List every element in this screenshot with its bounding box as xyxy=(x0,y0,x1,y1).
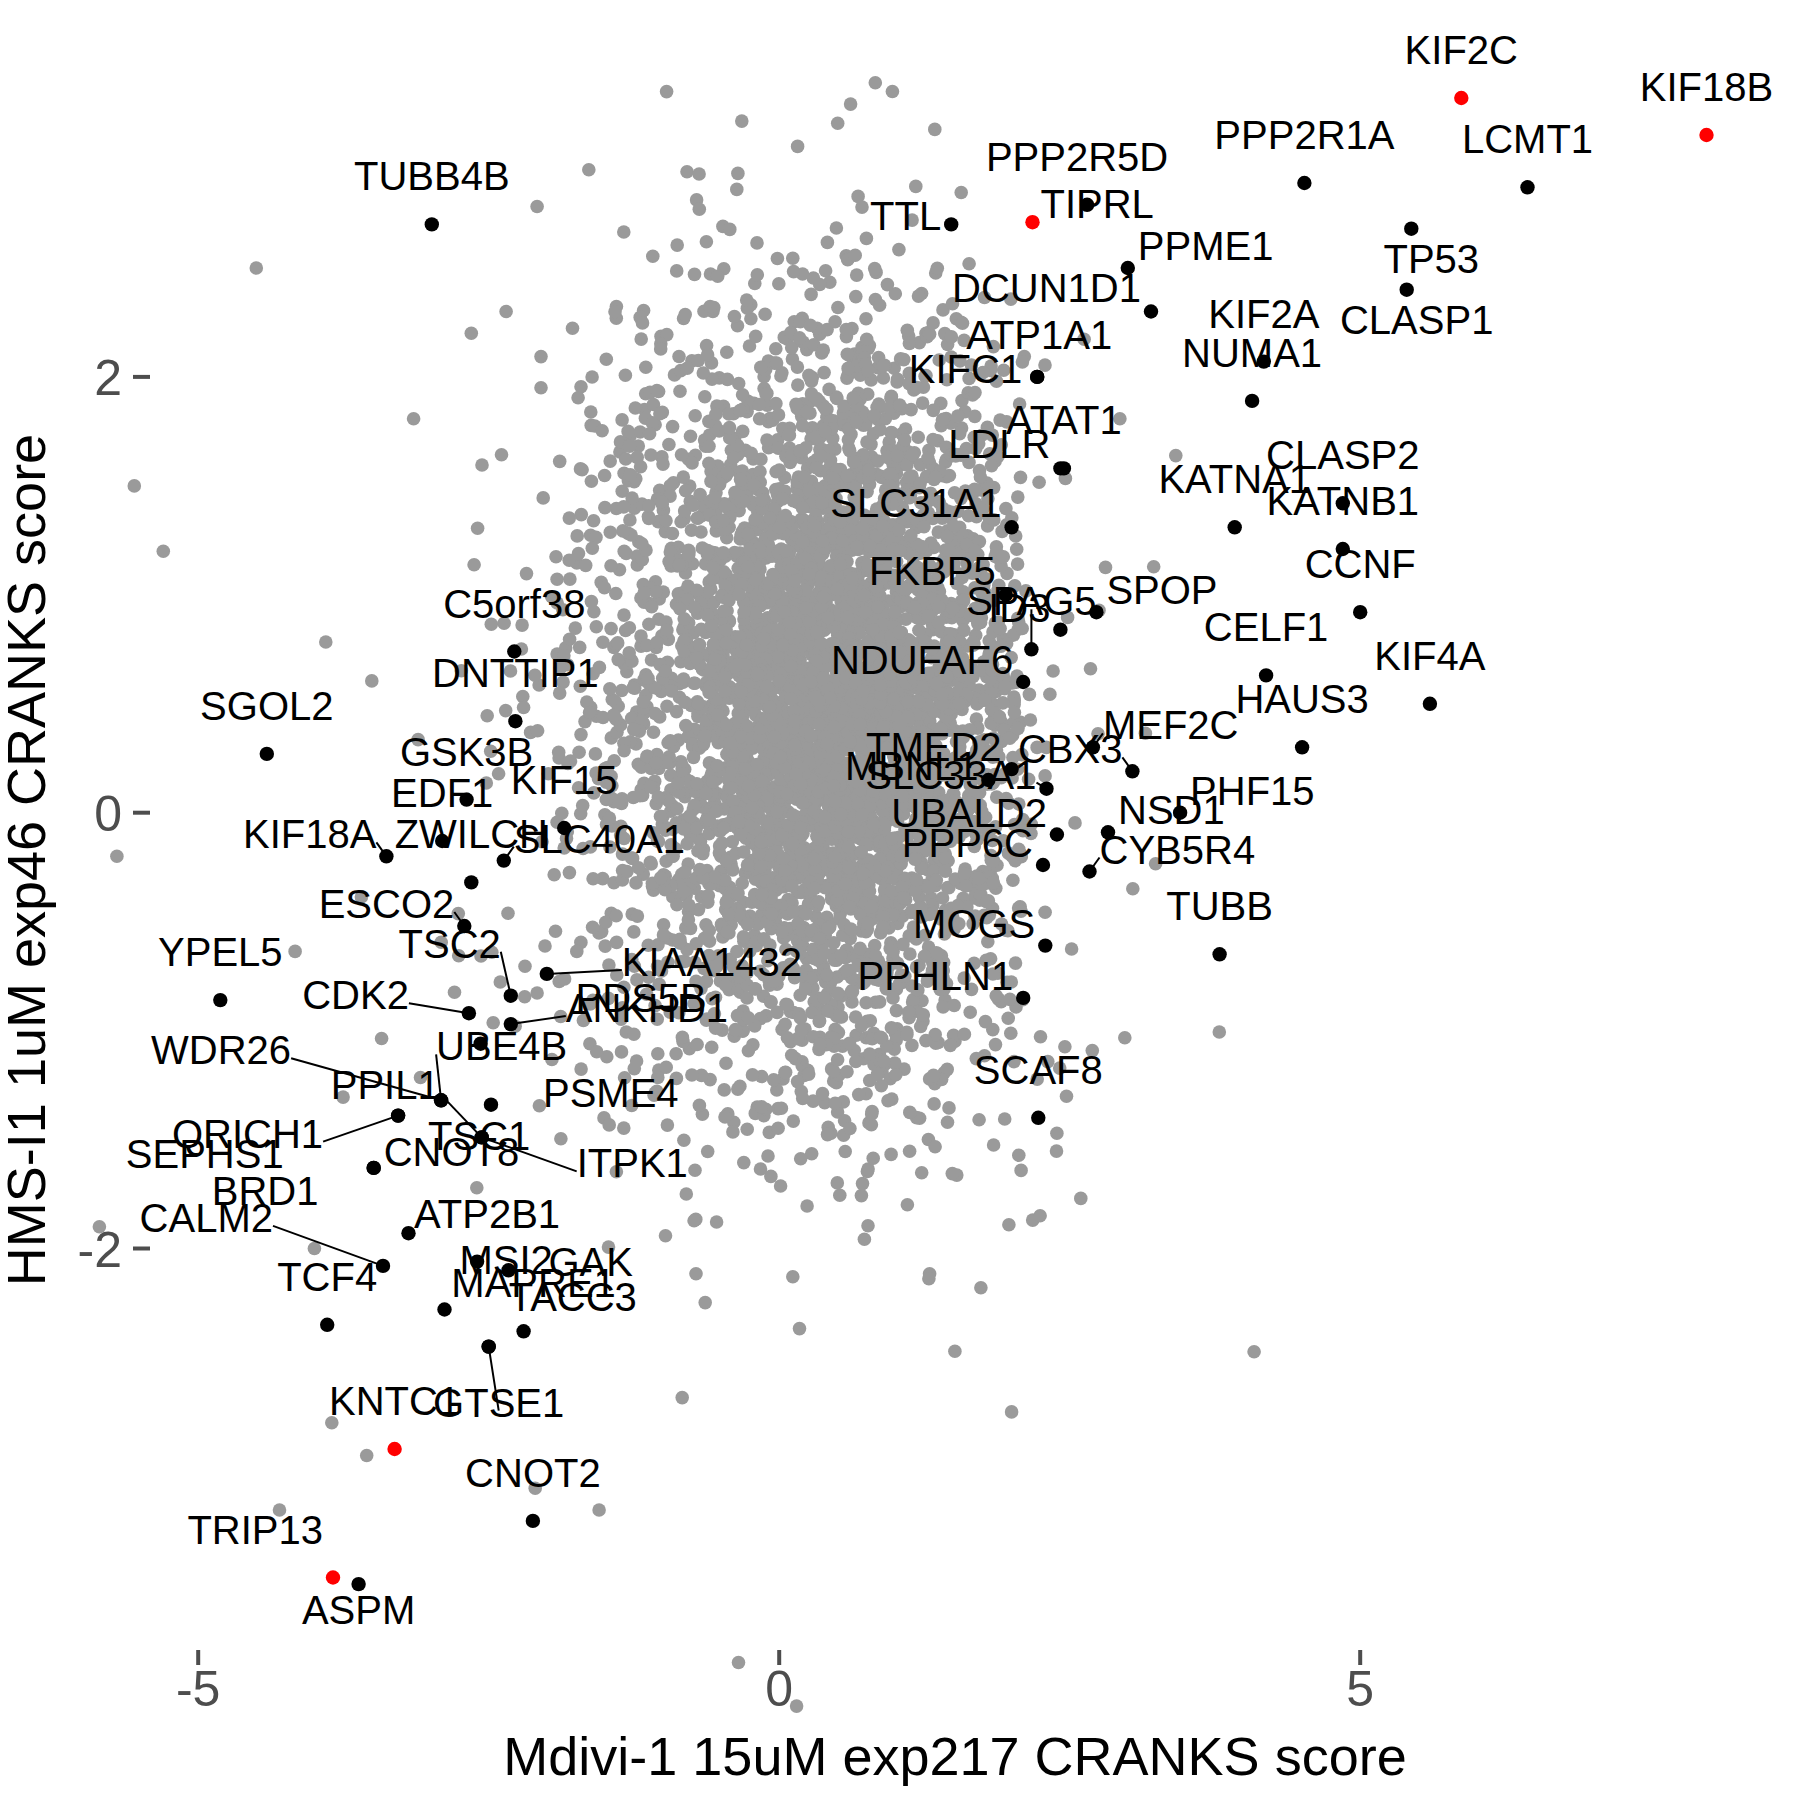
svg-text:ESCO2: ESCO2 xyxy=(319,882,455,926)
svg-text:TTL: TTL xyxy=(870,194,941,238)
svg-text:MEF2C: MEF2C xyxy=(1103,703,1239,747)
svg-text:KATNB1: KATNB1 xyxy=(1266,479,1419,523)
svg-text:SCAF8: SCAF8 xyxy=(974,1048,1103,1092)
svg-text:DNTTIP1: DNTTIP1 xyxy=(432,651,599,695)
svg-text:LCMT1: LCMT1 xyxy=(1462,117,1593,161)
svg-text:ATP1A1: ATP1A1 xyxy=(966,313,1112,357)
svg-text:TUBB4B: TUBB4B xyxy=(354,154,510,198)
svg-text:TIPRL: TIPRL xyxy=(1041,182,1154,226)
svg-text:TP53: TP53 xyxy=(1383,237,1479,281)
svg-text:SGOL2: SGOL2 xyxy=(200,684,333,728)
svg-text:Mdivi-1 15uM exp217 CRANKS sco: Mdivi-1 15uM exp217 CRANKS score xyxy=(503,1726,1406,1786)
svg-text:TUBB: TUBB xyxy=(1166,884,1273,928)
svg-text:0: 0 xyxy=(94,786,122,842)
svg-text:CNOT8: CNOT8 xyxy=(384,1130,520,1174)
svg-text:KIF15: KIF15 xyxy=(511,758,618,802)
svg-text:CYB5R4: CYB5R4 xyxy=(1100,828,1256,872)
svg-text:KNTC1: KNTC1 xyxy=(329,1379,460,1423)
svg-text:PPP2R1A: PPP2R1A xyxy=(1214,113,1394,157)
svg-text:PPP2R5D: PPP2R5D xyxy=(986,135,1168,179)
svg-text:5: 5 xyxy=(1346,1661,1374,1717)
svg-text:-2: -2 xyxy=(78,1222,122,1278)
svg-text:CBX3: CBX3 xyxy=(1018,727,1123,771)
svg-text:ZWILCH: ZWILCH xyxy=(395,812,548,856)
svg-text:TSC2: TSC2 xyxy=(399,922,501,966)
svg-text:ITPK1: ITPK1 xyxy=(577,1141,688,1185)
svg-text:PDS5B: PDS5B xyxy=(576,976,707,1020)
svg-text:CALM2: CALM2 xyxy=(140,1196,273,1240)
svg-text:HAUS3: HAUS3 xyxy=(1235,677,1368,721)
svg-text:KIF18B: KIF18B xyxy=(1640,65,1773,109)
svg-text:DCUN1D1: DCUN1D1 xyxy=(952,266,1141,310)
svg-text:KIF4A: KIF4A xyxy=(1374,634,1485,678)
svg-text:SPAG5: SPAG5 xyxy=(966,579,1096,623)
svg-text:UBE4B: UBE4B xyxy=(436,1024,567,1068)
svg-text:TCF4: TCF4 xyxy=(277,1255,377,1299)
svg-text:KIF2A: KIF2A xyxy=(1208,292,1319,336)
svg-text:PPP6C: PPP6C xyxy=(902,821,1033,865)
svg-text:C5orf38: C5orf38 xyxy=(443,582,585,626)
svg-text:HMS-I1 1uM exp46 CRANKS score: HMS-I1 1uM exp46 CRANKS score xyxy=(0,434,56,1286)
svg-text:-5: -5 xyxy=(176,1661,220,1717)
svg-text:CNOT2: CNOT2 xyxy=(465,1451,601,1495)
svg-text:ATP2B1: ATP2B1 xyxy=(414,1192,560,1236)
svg-text:KIF2C: KIF2C xyxy=(1405,28,1518,72)
svg-text:PSME4: PSME4 xyxy=(543,1071,679,1115)
svg-text:PPHLN1: PPHLN1 xyxy=(858,954,1014,998)
svg-text:NUMA1: NUMA1 xyxy=(1182,331,1322,375)
svg-text:CLASP1: CLASP1 xyxy=(1340,298,1493,342)
svg-text:CCNF: CCNF xyxy=(1305,542,1416,586)
svg-text:2: 2 xyxy=(94,350,122,406)
svg-text:ATAT1: ATAT1 xyxy=(1006,398,1122,442)
svg-text:MAPRE1: MAPRE1 xyxy=(451,1261,616,1305)
svg-text:MOGS: MOGS xyxy=(913,902,1035,946)
svg-text:SLC31A1: SLC31A1 xyxy=(830,481,1001,525)
svg-text:SPOP: SPOP xyxy=(1106,568,1217,612)
svg-text:KIF18A: KIF18A xyxy=(243,812,377,856)
svg-text:NDUFAF6: NDUFAF6 xyxy=(831,638,1013,682)
svg-text:CELF1: CELF1 xyxy=(1204,605,1329,649)
svg-text:PPME1: PPME1 xyxy=(1138,224,1274,268)
svg-text:PPIL1: PPIL1 xyxy=(331,1063,440,1107)
svg-text:NSD1: NSD1 xyxy=(1118,788,1225,832)
svg-text:CDK2: CDK2 xyxy=(302,973,409,1017)
svg-text:EDF1: EDF1 xyxy=(391,771,493,815)
svg-text:TRIP13: TRIP13 xyxy=(187,1508,323,1552)
svg-text:YPEL5: YPEL5 xyxy=(158,930,283,974)
svg-text:ASPM: ASPM xyxy=(302,1588,415,1632)
svg-text:0: 0 xyxy=(765,1661,793,1717)
svg-text:WDR26: WDR26 xyxy=(151,1028,291,1072)
svg-text:CLASP2: CLASP2 xyxy=(1266,433,1419,477)
